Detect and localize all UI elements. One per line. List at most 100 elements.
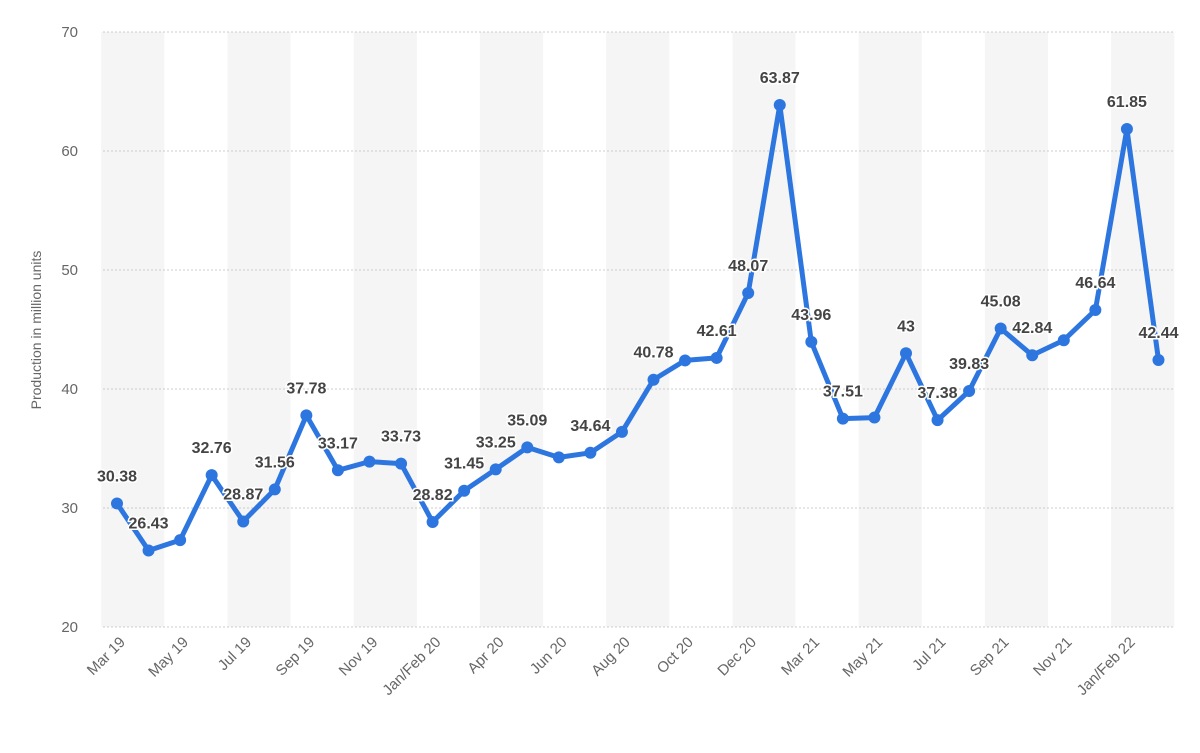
x-tick-label: Jul 21 bbox=[909, 634, 949, 674]
data-point bbox=[615, 425, 628, 438]
data-label: 46.64 bbox=[1075, 275, 1115, 292]
data-point bbox=[1057, 334, 1070, 347]
data-label: 37.78 bbox=[286, 380, 326, 397]
data-point bbox=[900, 347, 912, 360]
data-point bbox=[742, 286, 755, 299]
data-label: 43.96 bbox=[791, 307, 831, 324]
data-point bbox=[1089, 303, 1102, 316]
data-label: 35.09 bbox=[507, 412, 547, 429]
background-band bbox=[479, 32, 544, 627]
x-tick-label: Jun 20 bbox=[527, 634, 571, 678]
data-label: 63.87 bbox=[760, 70, 800, 87]
data-point bbox=[395, 457, 408, 470]
y-tick-label: 40 bbox=[61, 381, 78, 398]
data-label: 26.43 bbox=[129, 515, 169, 532]
data-label: 33.17 bbox=[318, 435, 358, 452]
data-point bbox=[300, 409, 313, 422]
data-label: 37.38 bbox=[918, 385, 958, 402]
series-line bbox=[114, 102, 1161, 553]
data-label: 31.56 bbox=[255, 454, 295, 471]
data-label: 28.87 bbox=[223, 486, 263, 503]
x-tick-label: Nov 19 bbox=[336, 634, 382, 680]
data-point bbox=[1026, 349, 1039, 362]
x-tick-label: Sep 21 bbox=[967, 634, 1013, 680]
y-tick-label: 70 bbox=[61, 24, 78, 41]
data-point bbox=[963, 385, 976, 398]
data-label: 61.85 bbox=[1107, 94, 1147, 111]
gridlines bbox=[103, 31, 1175, 628]
data-point bbox=[994, 322, 1007, 335]
x-tick-label: Jan/Feb 20 bbox=[379, 634, 444, 699]
data-label: 33.25 bbox=[476, 434, 516, 451]
background-band bbox=[858, 32, 922, 627]
data-label: 48.07 bbox=[728, 258, 768, 275]
data-label: 31.45 bbox=[444, 456, 484, 473]
x-tick-label: Dec 20 bbox=[714, 634, 760, 680]
y-tick-label: 30 bbox=[61, 500, 78, 517]
data-label: 34.64 bbox=[570, 418, 610, 435]
data-label: 42.44 bbox=[1138, 325, 1178, 342]
data-label: 42.61 bbox=[697, 323, 737, 340]
data-label: 37.51 bbox=[823, 384, 863, 401]
data-point bbox=[1120, 122, 1133, 135]
data-point bbox=[931, 414, 944, 427]
data-point bbox=[458, 484, 471, 497]
alternating-bands bbox=[101, 32, 1175, 627]
data-point bbox=[679, 354, 692, 367]
data-point bbox=[552, 451, 565, 464]
series-line-path bbox=[114, 102, 1161, 553]
background-band bbox=[101, 32, 165, 627]
x-tick-label: Nov 21 bbox=[1030, 634, 1076, 680]
y-axis: 20 30 40 50 60 70 bbox=[61, 24, 78, 636]
data-point bbox=[1152, 353, 1165, 366]
data-point bbox=[836, 412, 849, 425]
data-point bbox=[174, 534, 187, 547]
data-label: 32.76 bbox=[192, 440, 232, 457]
y-tick-label: 20 bbox=[61, 619, 78, 636]
data-point bbox=[331, 464, 344, 477]
x-tick-label: Mar 19 bbox=[84, 634, 129, 679]
data-label: 40.78 bbox=[633, 345, 673, 362]
data-point bbox=[489, 463, 502, 476]
background-band bbox=[353, 32, 417, 627]
x-tick-label: Jul 19 bbox=[215, 634, 255, 674]
data-points bbox=[111, 98, 1165, 557]
data-point bbox=[237, 515, 250, 528]
data-point bbox=[205, 469, 218, 482]
data-point bbox=[142, 544, 155, 557]
y-tick-label: 60 bbox=[61, 143, 78, 160]
data-point bbox=[710, 351, 723, 364]
data-label: 45.08 bbox=[981, 294, 1021, 311]
data-label: 43 bbox=[897, 318, 915, 335]
x-tick-label: May 21 bbox=[839, 634, 886, 681]
y-axis-label: Production in million units bbox=[28, 251, 44, 410]
data-point bbox=[584, 446, 597, 459]
data-point bbox=[868, 411, 881, 424]
data-point bbox=[426, 516, 439, 529]
data-label: 30.38 bbox=[97, 468, 137, 485]
data-point bbox=[805, 335, 818, 348]
x-tick-label: Jan/Feb 22 bbox=[1074, 634, 1139, 699]
x-tick-label: Apr 20 bbox=[464, 634, 507, 677]
x-tick-label: Oct 20 bbox=[654, 634, 697, 677]
x-tick-label: Aug 20 bbox=[588, 634, 634, 680]
background-band bbox=[606, 32, 670, 627]
data-label: 42.84 bbox=[1012, 320, 1052, 337]
data-point bbox=[773, 98, 786, 111]
data-label: 33.73 bbox=[381, 429, 421, 446]
y-tick-label: 50 bbox=[61, 262, 78, 279]
data-point bbox=[268, 483, 281, 496]
data-point bbox=[111, 497, 123, 510]
x-tick-label: May 19 bbox=[145, 634, 192, 681]
data-labels: 30.38 26.43 32.76 28.87 31.56 37.78 33.17 33.73… bbox=[95, 68, 1180, 534]
data-point bbox=[363, 455, 376, 468]
data-point bbox=[647, 373, 660, 386]
background-band bbox=[227, 32, 291, 627]
x-tick-label: Sep 19 bbox=[273, 634, 319, 680]
data-label: 28.82 bbox=[413, 487, 453, 504]
data-point bbox=[521, 441, 534, 454]
background-band bbox=[732, 32, 796, 627]
data-label: 39.83 bbox=[949, 356, 989, 373]
